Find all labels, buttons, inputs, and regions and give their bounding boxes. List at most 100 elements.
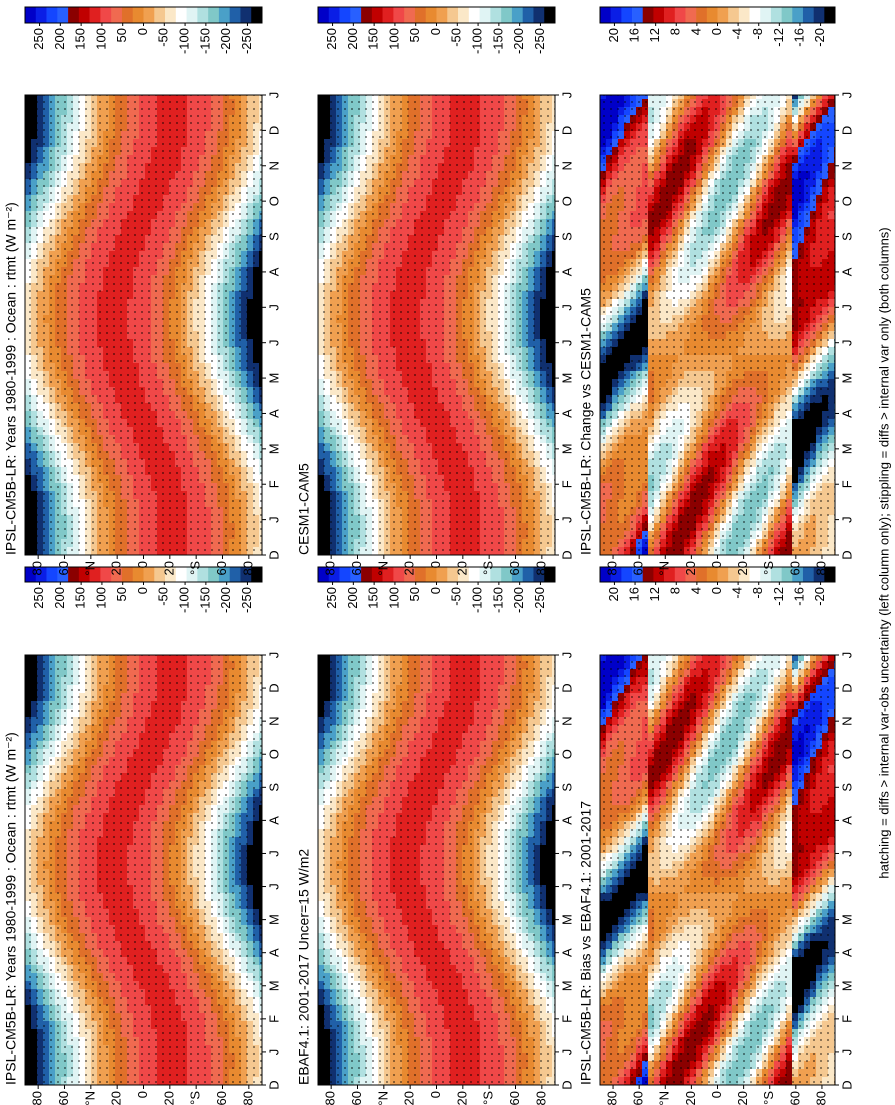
colorbar-swatch bbox=[35, 7, 47, 23]
y-tick-label: °S bbox=[188, 561, 203, 575]
x-tick-label: J bbox=[266, 304, 281, 311]
stippling bbox=[25, 95, 262, 555]
panel: IPSL-CM5B-LR: Years 1980-1999 : Ocean : … bbox=[3, 6, 281, 576]
colorbar-label: 150 bbox=[73, 587, 88, 609]
colorbar-swatch bbox=[78, 7, 90, 23]
x-tick-label: J bbox=[266, 516, 281, 523]
y-tick-label: °N bbox=[82, 1091, 97, 1105]
colorbar-swatch bbox=[143, 7, 155, 23]
x-tick-label: M bbox=[266, 373, 281, 384]
colorbar-swatch bbox=[240, 7, 252, 23]
colorbar-label: -50 bbox=[156, 28, 171, 47]
x-tick-label: D bbox=[266, 683, 281, 692]
colorbar-label: -200 bbox=[218, 587, 233, 613]
x-tick-label: N bbox=[266, 716, 281, 725]
colorbar-label: 200 bbox=[52, 28, 67, 50]
y-tick-label: 60 bbox=[214, 561, 229, 575]
colorbar-swatch bbox=[208, 7, 220, 23]
caption: hatching = diffs > internal var-obs unce… bbox=[876, 227, 891, 878]
x-tick-label: J bbox=[266, 850, 281, 857]
x-tick-label: J bbox=[266, 92, 281, 99]
x-tick-label: J bbox=[266, 652, 281, 659]
colorbar-label: 100 bbox=[93, 587, 108, 609]
x-tick-label: O bbox=[266, 749, 281, 759]
rotated-figure: hatching = diffs > internal var-obs unce… bbox=[3, 6, 891, 1105]
y-tick-label: 80 bbox=[30, 1091, 45, 1105]
x-tick-label: A bbox=[266, 409, 281, 418]
colorbar-swatch bbox=[57, 7, 69, 23]
colorbar-swatch bbox=[154, 7, 166, 23]
panel-title: IPSL-CM5B-LR: Years 1980-1999 : Ocean : … bbox=[3, 732, 19, 1085]
colorbar-swatch bbox=[132, 7, 144, 23]
colorbar-swatch bbox=[229, 567, 241, 582]
colorbar-label: -100 bbox=[177, 28, 192, 54]
colorbar-label: -150 bbox=[197, 28, 212, 54]
x-tick-label: D bbox=[266, 126, 281, 135]
colorbar-swatch bbox=[175, 7, 187, 23]
colorbar-swatch bbox=[143, 567, 155, 582]
colorbar-swatch bbox=[89, 7, 101, 23]
colorbar-swatch bbox=[197, 7, 209, 23]
y-tick-label: °S bbox=[188, 1091, 203, 1105]
x-tick-label: J bbox=[266, 883, 281, 890]
colorbar-label: 50 bbox=[114, 587, 129, 601]
colorbar-swatch bbox=[229, 7, 241, 23]
y-tick-label: 80 bbox=[240, 561, 255, 575]
colorbar-label: -100 bbox=[177, 587, 192, 613]
x-tick-label: S bbox=[266, 232, 281, 241]
colorbar-swatch bbox=[165, 7, 177, 23]
colorbar-label: -250 bbox=[239, 28, 254, 54]
colorbar-label: 150 bbox=[73, 28, 88, 50]
colorbar-label: -250 bbox=[239, 587, 254, 613]
colorbar-swatch bbox=[186, 7, 198, 23]
x-tick-label: D bbox=[266, 1080, 281, 1089]
y-tick-label: 80 bbox=[240, 1091, 255, 1105]
y-tick-label: 60 bbox=[214, 1091, 229, 1105]
y-tick-label: 60 bbox=[56, 1091, 71, 1105]
panel-title: IPSL-CM5B-LR: Years 1980-1999 : Ocean : … bbox=[3, 202, 19, 555]
colorbar-swatch bbox=[25, 7, 37, 23]
colorbar-swatch bbox=[121, 7, 134, 23]
y-tick-label: 0 bbox=[135, 561, 150, 568]
y-tick-label: °N bbox=[82, 561, 97, 576]
x-tick-label: M bbox=[266, 914, 281, 925]
colorbar-swatch bbox=[251, 7, 263, 23]
x-tick-label: M bbox=[266, 443, 281, 454]
x-tick-label: O bbox=[266, 196, 281, 206]
x-tick-label: J bbox=[266, 339, 281, 346]
colorbar-swatch bbox=[68, 7, 80, 23]
colorbar-swatch bbox=[46, 7, 58, 23]
x-tick-label: A bbox=[266, 948, 281, 957]
stippling bbox=[25, 655, 262, 1085]
colorbar-label: 0 bbox=[135, 587, 150, 594]
y-tick-label: 0 bbox=[135, 1091, 150, 1098]
y-tick-label: 20 bbox=[109, 1091, 124, 1105]
colorbar-label: 250 bbox=[31, 28, 46, 50]
x-tick-label: F bbox=[266, 480, 281, 488]
x-tick-label: A bbox=[266, 816, 281, 825]
x-tick-label: A bbox=[266, 267, 281, 276]
panel: EBAF4.1: 2001-2017 Uncer=15 W/m2 DJFMAMJJ… bbox=[296, 566, 574, 1105]
colorbar-label: 100 bbox=[93, 28, 108, 50]
colorbar-label: 200 bbox=[52, 587, 67, 609]
colorbar-swatch bbox=[218, 7, 230, 23]
x-tick-label: M bbox=[266, 980, 281, 991]
colorbar-swatch bbox=[121, 567, 134, 582]
x-tick-label: J bbox=[266, 1049, 281, 1056]
colorbar-label: -200 bbox=[218, 28, 233, 54]
y-tick-label: 20 bbox=[161, 561, 176, 575]
x-tick-label: S bbox=[266, 783, 281, 792]
colorbar-label: 250 bbox=[31, 587, 46, 609]
y-tick-label: 80 bbox=[30, 561, 45, 575]
colorbar-swatch bbox=[175, 567, 187, 582]
y-tick-label: 20 bbox=[109, 561, 124, 575]
y-tick-label: 60 bbox=[56, 561, 71, 575]
colorbar-label: -150 bbox=[197, 587, 212, 613]
colorbar-label: 50 bbox=[114, 28, 129, 42]
colorbar-label: 0 bbox=[135, 28, 150, 35]
colorbar-swatch bbox=[132, 567, 144, 582]
panel: IPSL-CM5B-LR: Years 1980-1999 : Ocean : … bbox=[3, 566, 281, 1105]
colorbar-swatch bbox=[100, 7, 112, 23]
x-tick-label: F bbox=[266, 1015, 281, 1023]
